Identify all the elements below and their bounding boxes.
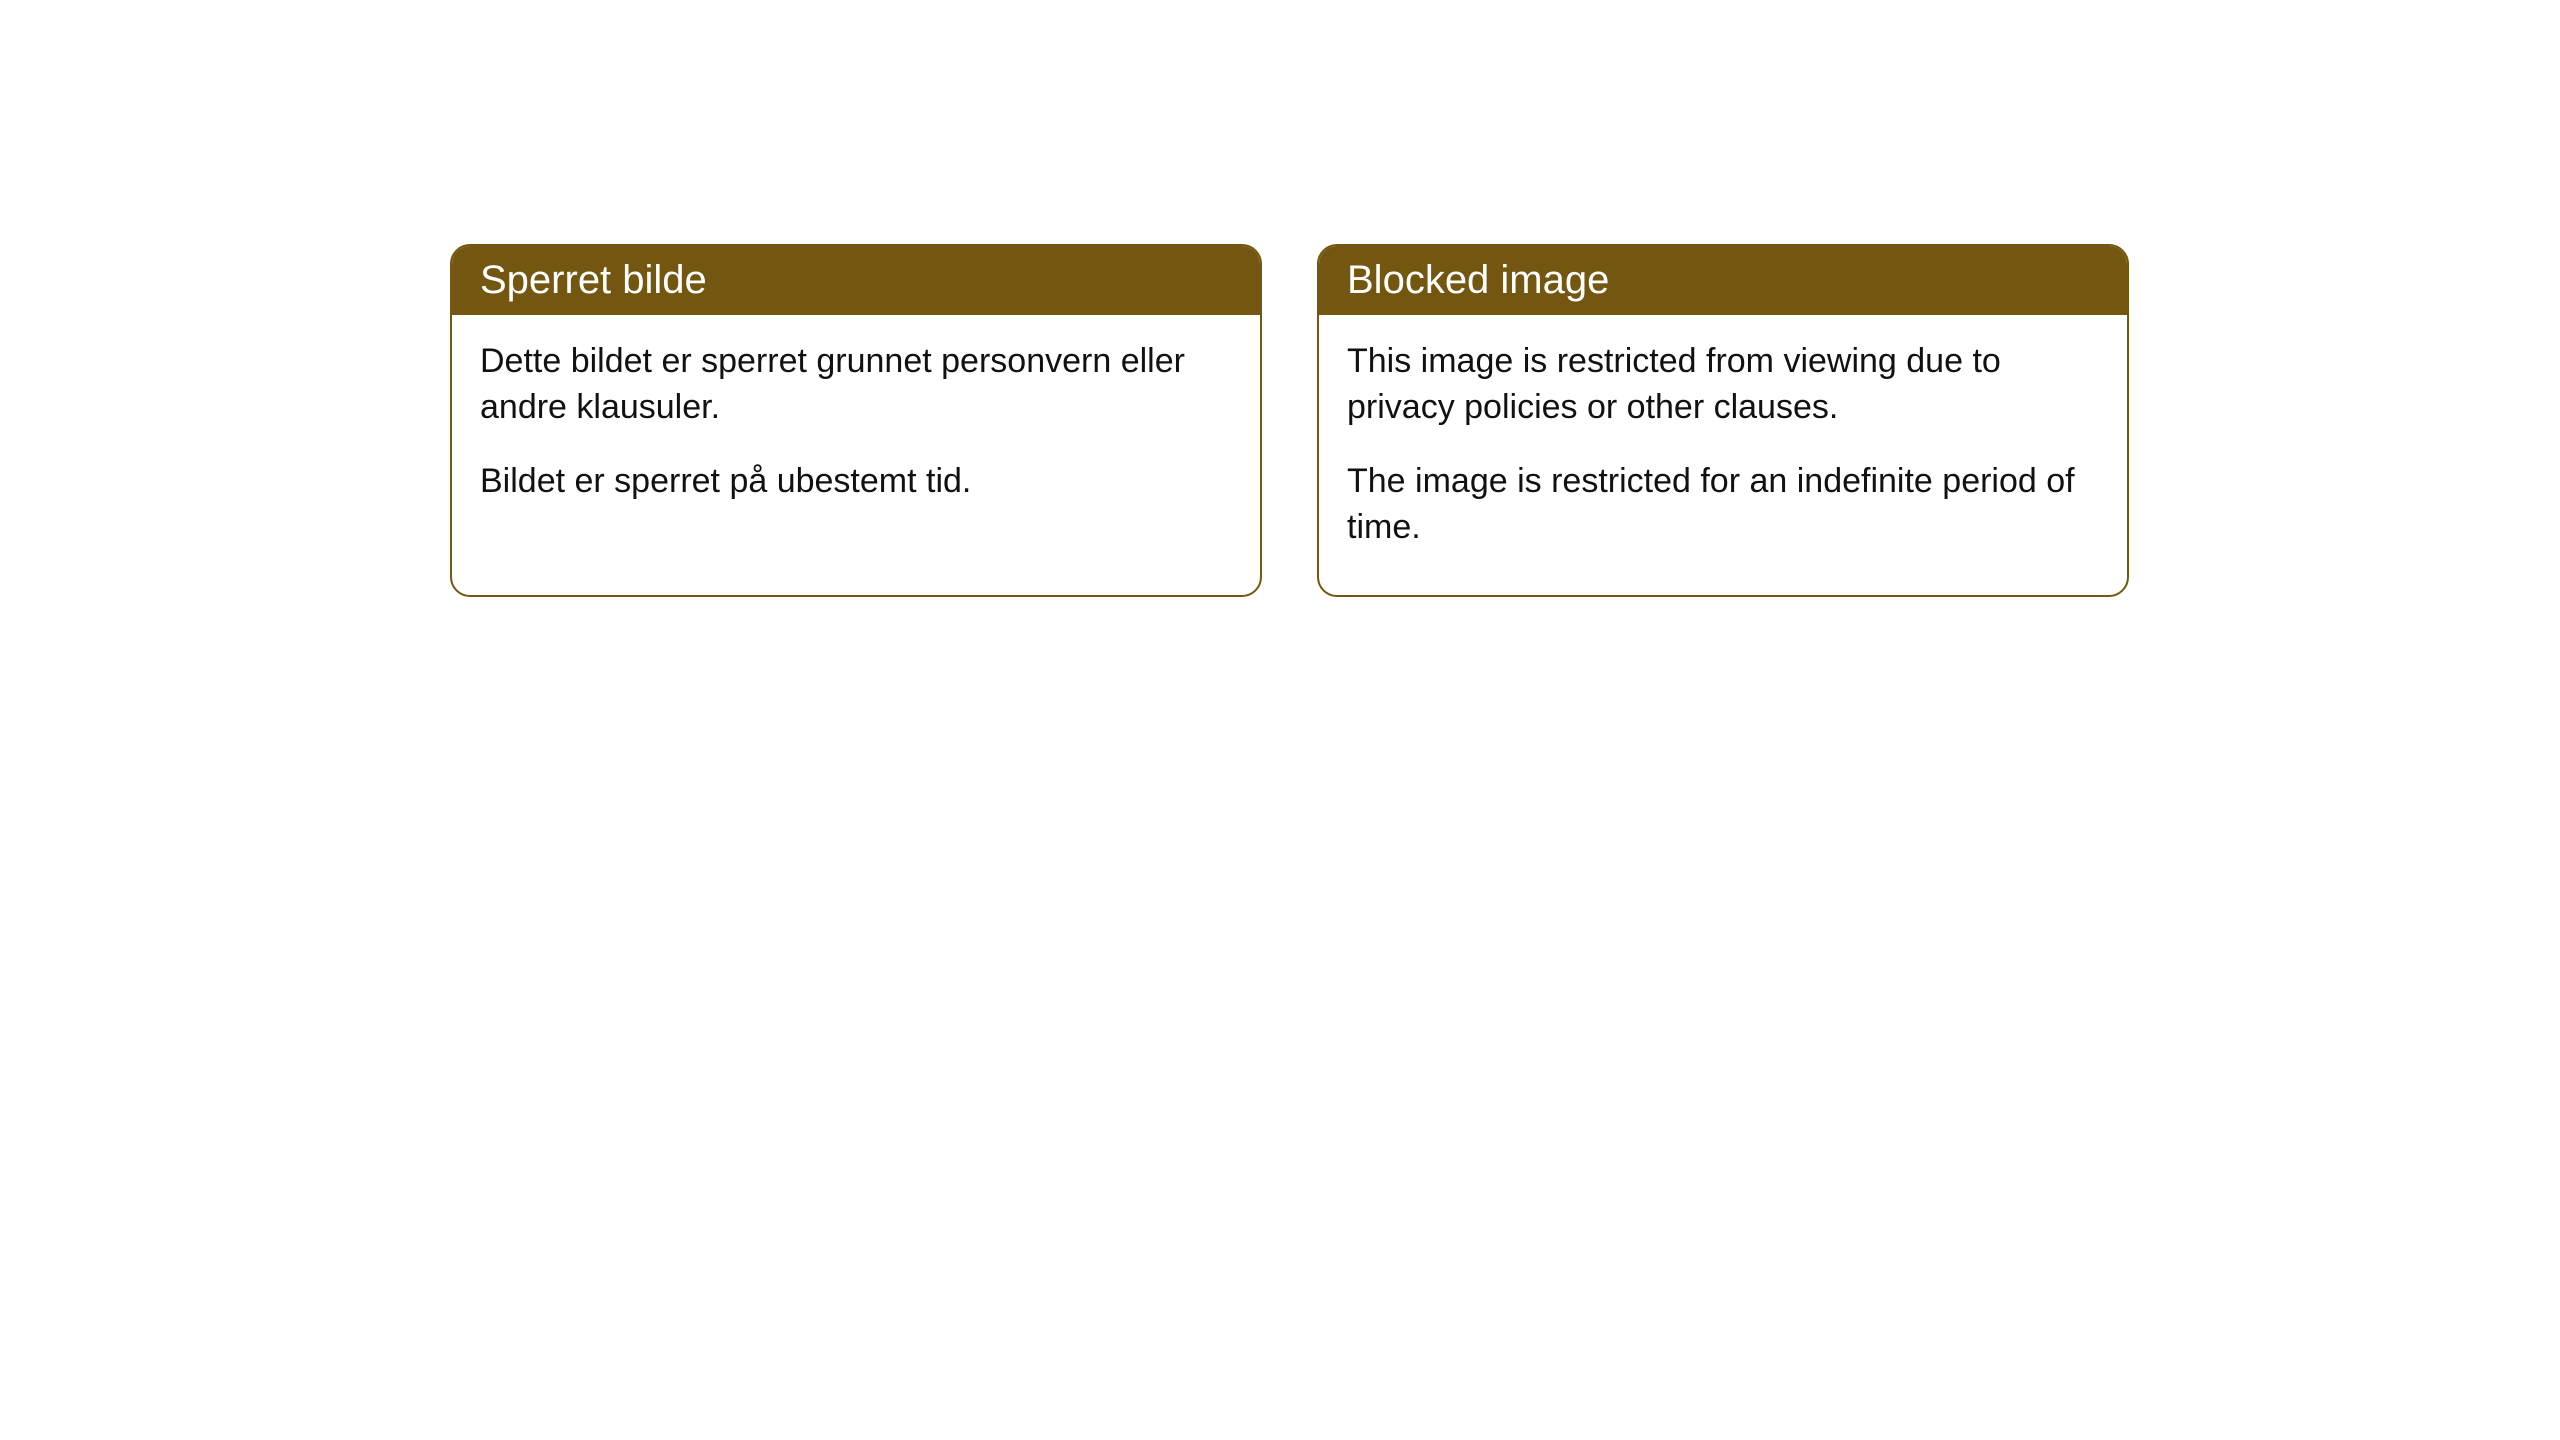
card-body: Dette bildet er sperret grunnet personve… — [452, 315, 1260, 549]
blocked-image-card-en: Blocked image This image is restricted f… — [1317, 244, 2129, 597]
cards-container: Sperret bilde Dette bildet er sperret gr… — [0, 0, 2560, 597]
card-paragraph-1: This image is restricted from viewing du… — [1347, 339, 2099, 431]
card-title: Sperret bilde — [480, 258, 707, 302]
card-header: Sperret bilde — [452, 246, 1260, 315]
card-paragraph-1: Dette bildet er sperret grunnet personve… — [480, 339, 1232, 431]
card-paragraph-2: The image is restricted for an indefinit… — [1347, 459, 2099, 551]
card-header: Blocked image — [1319, 246, 2127, 315]
card-title: Blocked image — [1347, 258, 1609, 302]
card-paragraph-2: Bildet er sperret på ubestemt tid. — [480, 459, 1232, 505]
card-body: This image is restricted from viewing du… — [1319, 315, 2127, 595]
blocked-image-card-no: Sperret bilde Dette bildet er sperret gr… — [450, 244, 1262, 597]
